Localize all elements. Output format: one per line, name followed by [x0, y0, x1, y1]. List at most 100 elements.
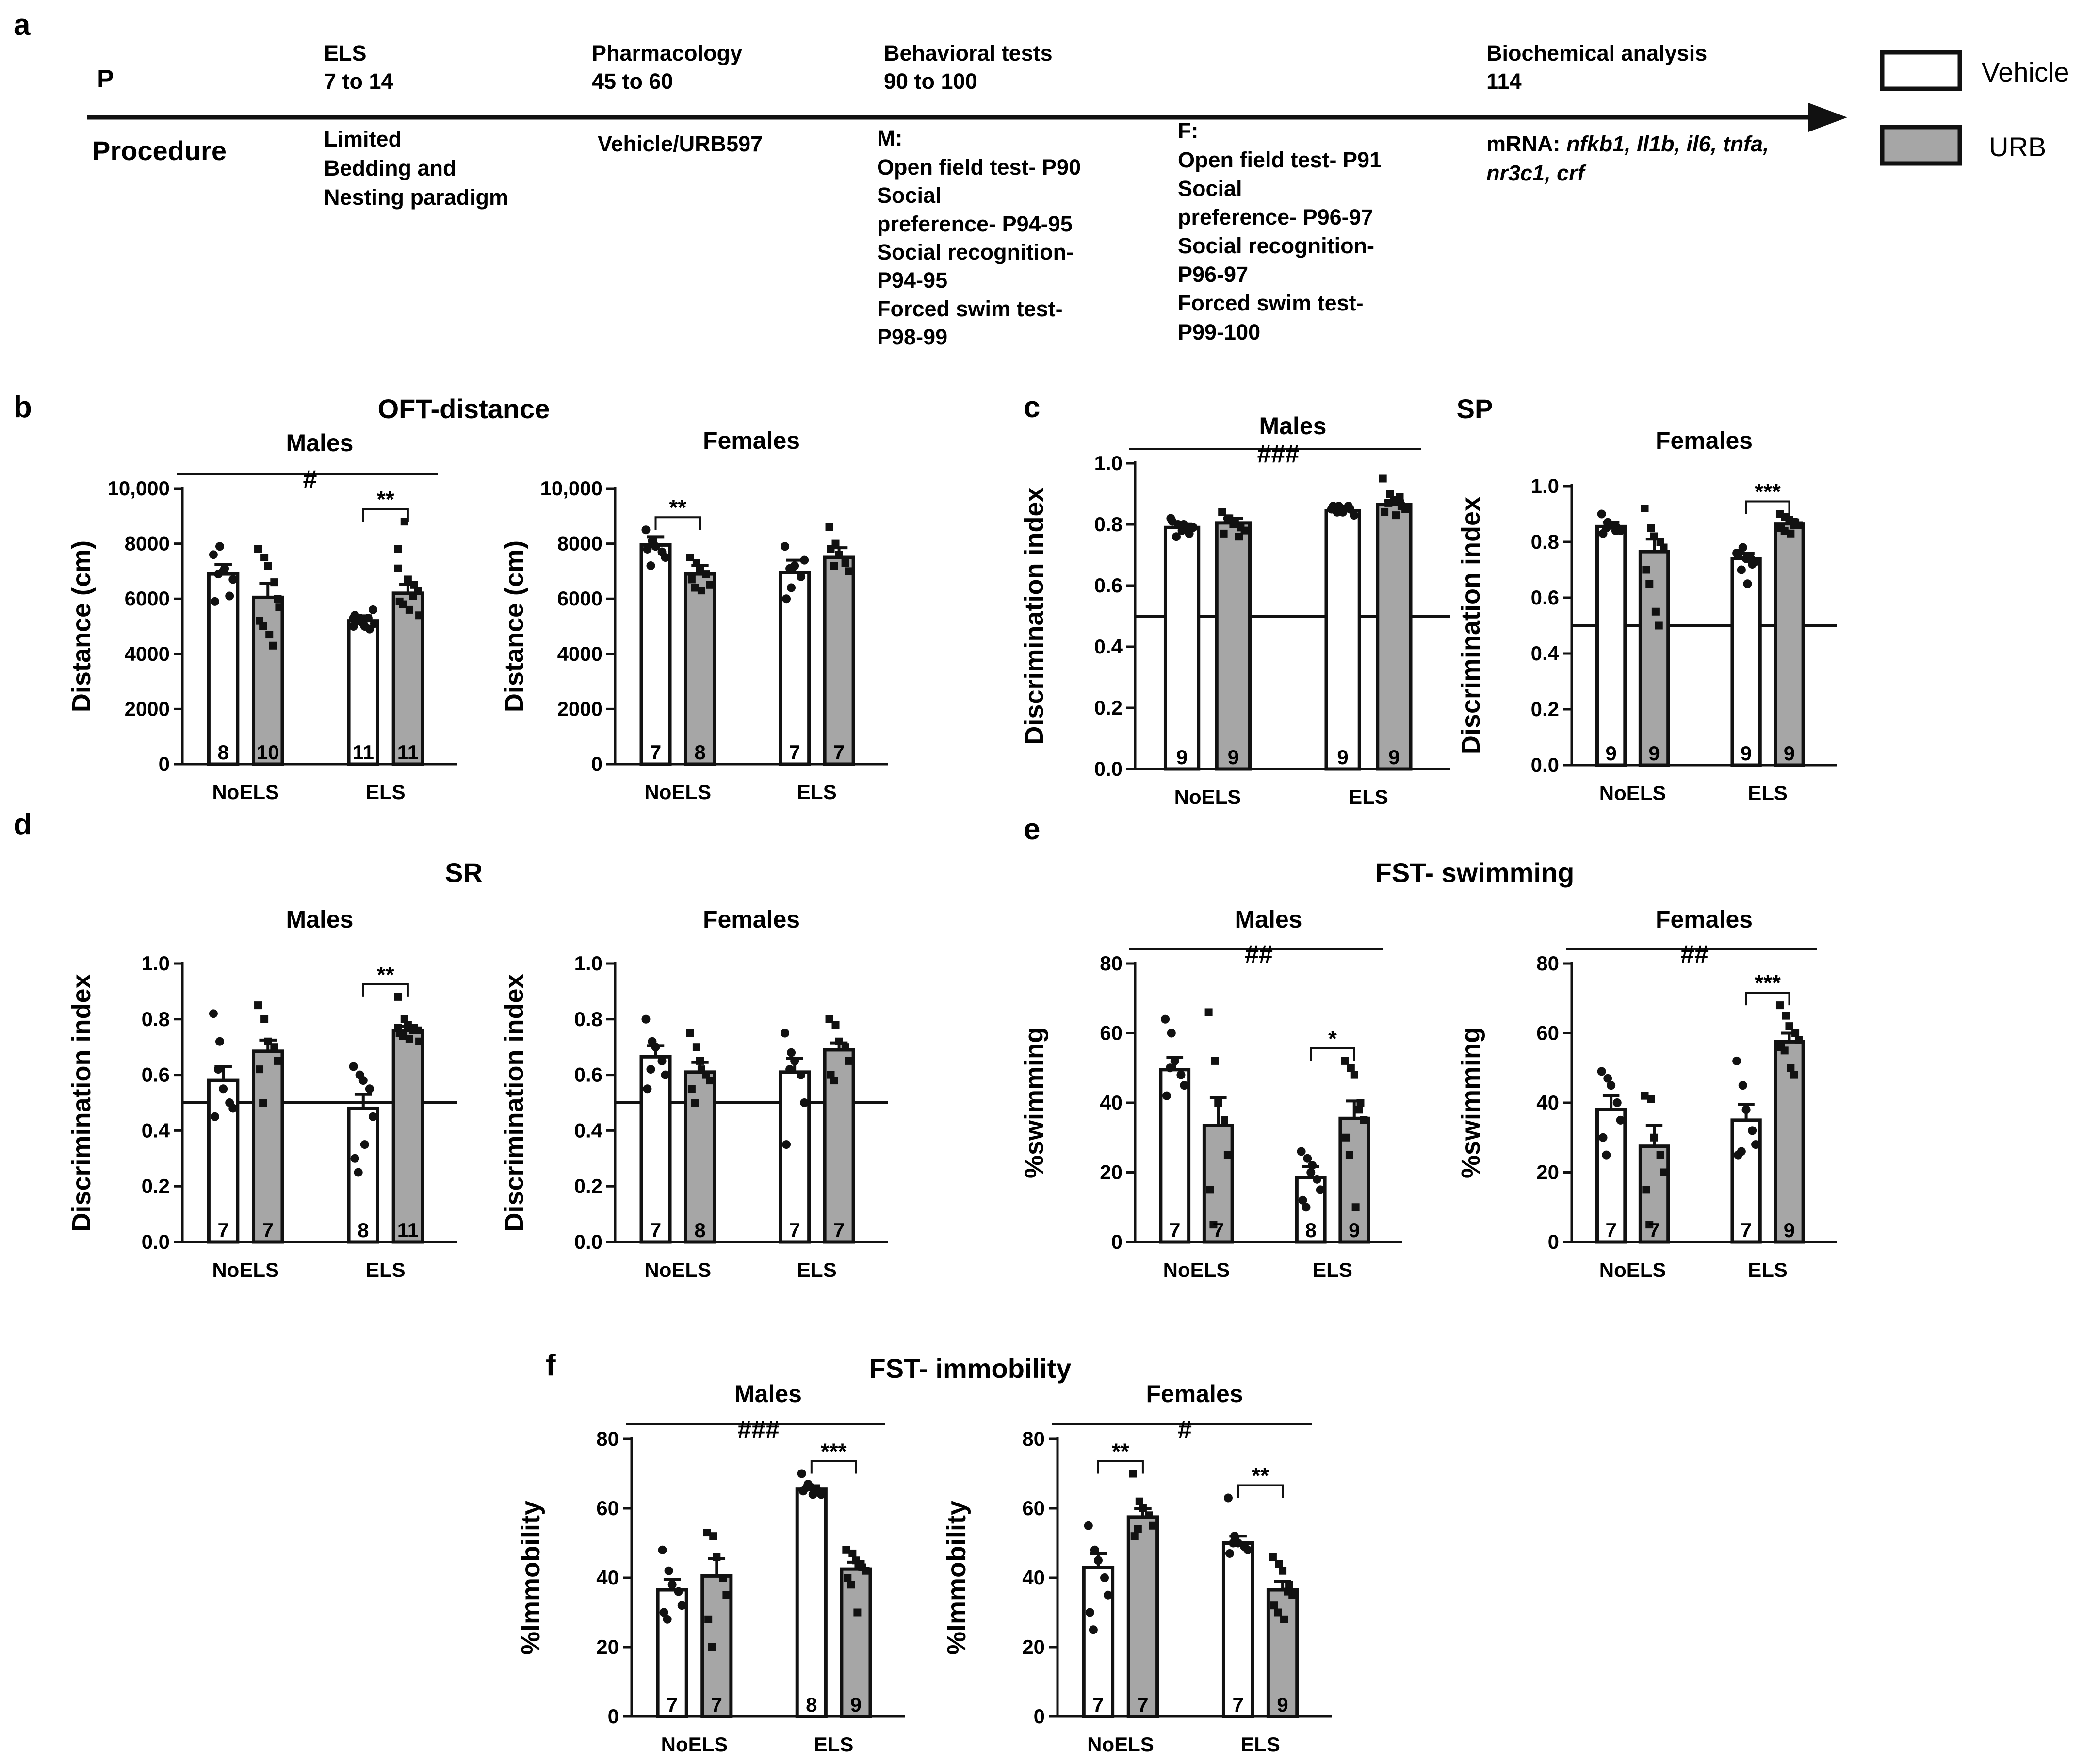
data-point [1167, 1029, 1176, 1038]
significance-bracket [362, 983, 409, 997]
y-axis-label: Discrimination index [500, 974, 529, 1231]
n-label: 7 [217, 1219, 228, 1241]
data-point [706, 581, 714, 589]
stage-detail-line: Open field test- P91 [1178, 147, 1382, 172]
x-tick-label: NoELS [1599, 782, 1666, 804]
bar [683, 1070, 716, 1244]
data-point [1347, 1064, 1355, 1072]
y-tick-label: 6000 [557, 587, 602, 610]
data-point [1732, 1056, 1741, 1065]
data-point [845, 567, 853, 575]
data-point [1230, 1532, 1239, 1541]
data-point [1280, 1615, 1288, 1623]
n-label: 7 [1648, 1219, 1660, 1241]
data-point [1220, 1116, 1228, 1124]
n-label: 8 [694, 1219, 705, 1241]
y-tick-label: 0 [591, 752, 602, 775]
bar [639, 1055, 672, 1244]
data-point [697, 1065, 705, 1074]
data-point [1656, 1151, 1664, 1159]
significance-bracket [1310, 1047, 1355, 1061]
stage-detail-line: Social [877, 183, 942, 208]
chart-title: Males [286, 906, 354, 933]
y-tick-label: 0.6 [574, 1063, 602, 1086]
y-tick-label: 20 [596, 1635, 619, 1658]
stage-detail-line: nr3c1, crf [1486, 161, 1587, 185]
data-point [657, 1056, 667, 1065]
data-point [722, 1591, 731, 1599]
data-point [1381, 508, 1389, 516]
group-title-c: SP [1457, 393, 1493, 424]
x-tick-label: ELS [366, 1258, 406, 1281]
data-point [360, 622, 369, 631]
data-point [663, 1615, 672, 1624]
data-point [1223, 514, 1232, 523]
data-point [363, 613, 373, 622]
data-point [228, 575, 238, 584]
data-point [785, 1065, 795, 1074]
data-point [1093, 1556, 1103, 1565]
data-point [643, 544, 652, 554]
bar [252, 1049, 284, 1244]
data-point [677, 1601, 686, 1610]
significance-bracket [1745, 992, 1790, 1006]
data-point [215, 542, 224, 551]
data-point [1269, 1553, 1277, 1561]
data-point [686, 554, 694, 561]
data-point [1645, 1221, 1654, 1229]
data-point [1737, 1147, 1746, 1156]
data-point [1602, 1150, 1611, 1160]
chart-oft-distance-females: Females Distance (cm) 0 2000 4000 6000 8000 10,… [500, 427, 888, 803]
chart-sp-males: Males Discrimination index 0.0 0.2 0.4 0.6 0.8… [1020, 412, 1450, 808]
data-point [787, 583, 796, 592]
y-tick-label: 10,000 [540, 477, 602, 500]
data-point [1333, 507, 1342, 517]
data-point [264, 1037, 272, 1045]
data-point [1737, 565, 1746, 574]
data-point [274, 1057, 282, 1065]
significance-label: *** [821, 1439, 847, 1464]
data-point [358, 1076, 368, 1085]
data-point [1211, 1057, 1219, 1065]
data-point [1392, 511, 1400, 520]
data-point [1642, 1186, 1650, 1194]
y-tick-label: 80 [1022, 1427, 1045, 1450]
x-tick-label: NoELS [212, 781, 279, 803]
n-label: 9 [1349, 1219, 1360, 1241]
data-point [274, 595, 282, 603]
data-point [857, 1560, 865, 1568]
stage-detail-line: Vehicle/URB597 [598, 131, 763, 156]
data-point [802, 1483, 811, 1492]
data-point [1270, 1601, 1278, 1610]
data-point [1149, 1521, 1157, 1530]
data-point [365, 1084, 374, 1094]
data-point [360, 1140, 369, 1149]
n-label: 7 [1169, 1219, 1180, 1241]
data-point [687, 1085, 696, 1093]
y-tick-label: 20 [1536, 1161, 1559, 1184]
stage-detail-line: Social recognition- [877, 240, 1074, 264]
chart-fst-immobility-females: Females %Immobility 0 20 40 60 80 NoELS ELS 7 7 7 9 *… [942, 1380, 1332, 1756]
data-point [862, 1567, 870, 1575]
data-point [215, 1037, 224, 1046]
data-point [787, 1048, 796, 1057]
y-tick-label: 1.0 [1531, 474, 1559, 497]
data-point [1597, 509, 1606, 519]
stage-range: 114 [1486, 69, 1522, 94]
bar [1215, 521, 1252, 771]
y-tick-label: 8000 [557, 532, 602, 555]
y-tick-label: 40 [1100, 1091, 1123, 1114]
data-point [209, 550, 218, 559]
y-tick-label: 4000 [125, 642, 170, 665]
stage-detail-line: P99-100 [1178, 320, 1260, 344]
data-point [254, 545, 262, 553]
y-tick-label: 0 [1034, 1705, 1045, 1728]
data-point [1603, 1074, 1612, 1083]
n-label: 7 [789, 1219, 800, 1241]
data-point [1780, 1046, 1789, 1055]
chart-fst-swimming-females: Females %swimming 0 20 40 60 80 NoELS ELS 7 7 7 9 ***… [1456, 906, 1837, 1281]
bar [795, 1487, 828, 1718]
data-point [1616, 1115, 1625, 1125]
x-tick-label: ELS [1748, 1258, 1788, 1281]
data-point [1780, 527, 1789, 535]
